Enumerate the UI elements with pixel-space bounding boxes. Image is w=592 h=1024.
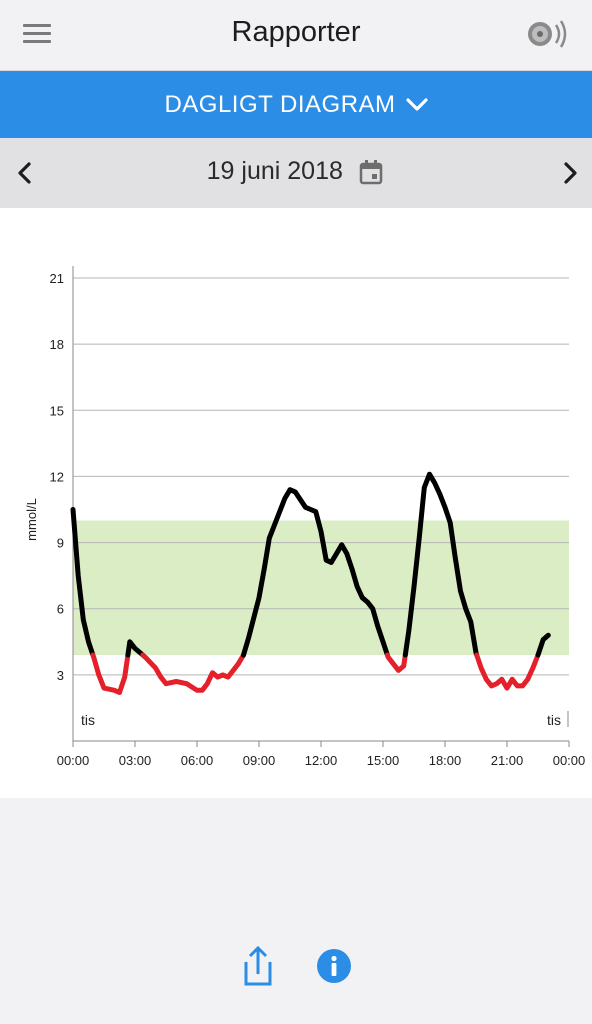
glucose-line-low-segment xyxy=(90,652,131,695)
y-tick-label: 6 xyxy=(57,602,64,617)
x-tick-label: 03:00 xyxy=(119,753,152,768)
chevron-left-icon xyxy=(18,162,31,184)
x-tick-label: 12:00 xyxy=(305,753,338,768)
x-tick-label: 18:00 xyxy=(429,753,462,768)
x-tick-label: 15:00 xyxy=(367,753,400,768)
previous-day-button[interactable] xyxy=(10,158,40,188)
glucose-line-segment xyxy=(402,471,480,658)
next-day-button[interactable] xyxy=(555,158,585,188)
day-label-start: tis xyxy=(81,712,95,728)
calendar-icon xyxy=(360,159,383,184)
calendar-button[interactable] xyxy=(357,158,385,186)
daily-glucose-chart: 3 6 9 12 15 18 21 00:00 03:00 06:00 09:00 12:00 15:0… xyxy=(24,266,586,768)
page-title: Rapporter xyxy=(231,16,361,48)
glucose-line-segment xyxy=(535,632,551,658)
glucose-line-segment xyxy=(70,507,96,658)
info-icon xyxy=(317,949,351,983)
app-bar: Rapporter xyxy=(0,0,592,71)
x-tick-label: 06:00 xyxy=(181,753,214,768)
glucose-line-low-segment xyxy=(140,652,246,693)
report-type-label: DAGLIGT DIAGRAM xyxy=(164,90,396,118)
hamburger-menu-icon[interactable] xyxy=(22,20,52,48)
glucose-line-segment xyxy=(125,639,146,658)
share-icon xyxy=(244,945,272,986)
glucose-line-low-segment xyxy=(384,652,408,673)
y-tick-label: 18 xyxy=(50,337,64,352)
y-tick-label: 9 xyxy=(57,536,64,551)
chevron-right-icon xyxy=(564,162,577,184)
report-type-selector[interactable]: DAGLIGT DIAGRAM xyxy=(0,71,592,138)
day-label-end: tis xyxy=(547,712,561,728)
bottom-actions xyxy=(0,944,592,992)
current-date: 19 juni 2018 xyxy=(206,157,343,185)
glucose-line-low-segment xyxy=(474,652,541,691)
chevron-down-icon xyxy=(405,97,428,111)
sensor-scan-icon[interactable] xyxy=(526,16,572,52)
share-button[interactable] xyxy=(240,944,276,988)
y-tick-label: 15 xyxy=(50,403,64,418)
y-tick-label: 12 xyxy=(50,469,64,484)
x-tick-label: 00:00 xyxy=(553,753,586,768)
glucose-line-segment xyxy=(241,487,390,658)
y-tick-label: 21 xyxy=(50,271,64,286)
date-navigation: 19 juni 2018 xyxy=(0,138,592,208)
x-tick-label: 00:00 xyxy=(57,753,90,768)
x-tick-label: 21:00 xyxy=(491,753,524,768)
info-button[interactable] xyxy=(316,948,352,984)
y-axis-label: mmol/L xyxy=(24,498,39,541)
x-tick-label: 09:00 xyxy=(243,753,276,768)
chart-panel: 3 6 9 12 15 18 21 00:00 03:00 06:00 09:00 12:00 15:0… xyxy=(0,208,592,798)
y-tick-label: 3 xyxy=(57,668,64,683)
